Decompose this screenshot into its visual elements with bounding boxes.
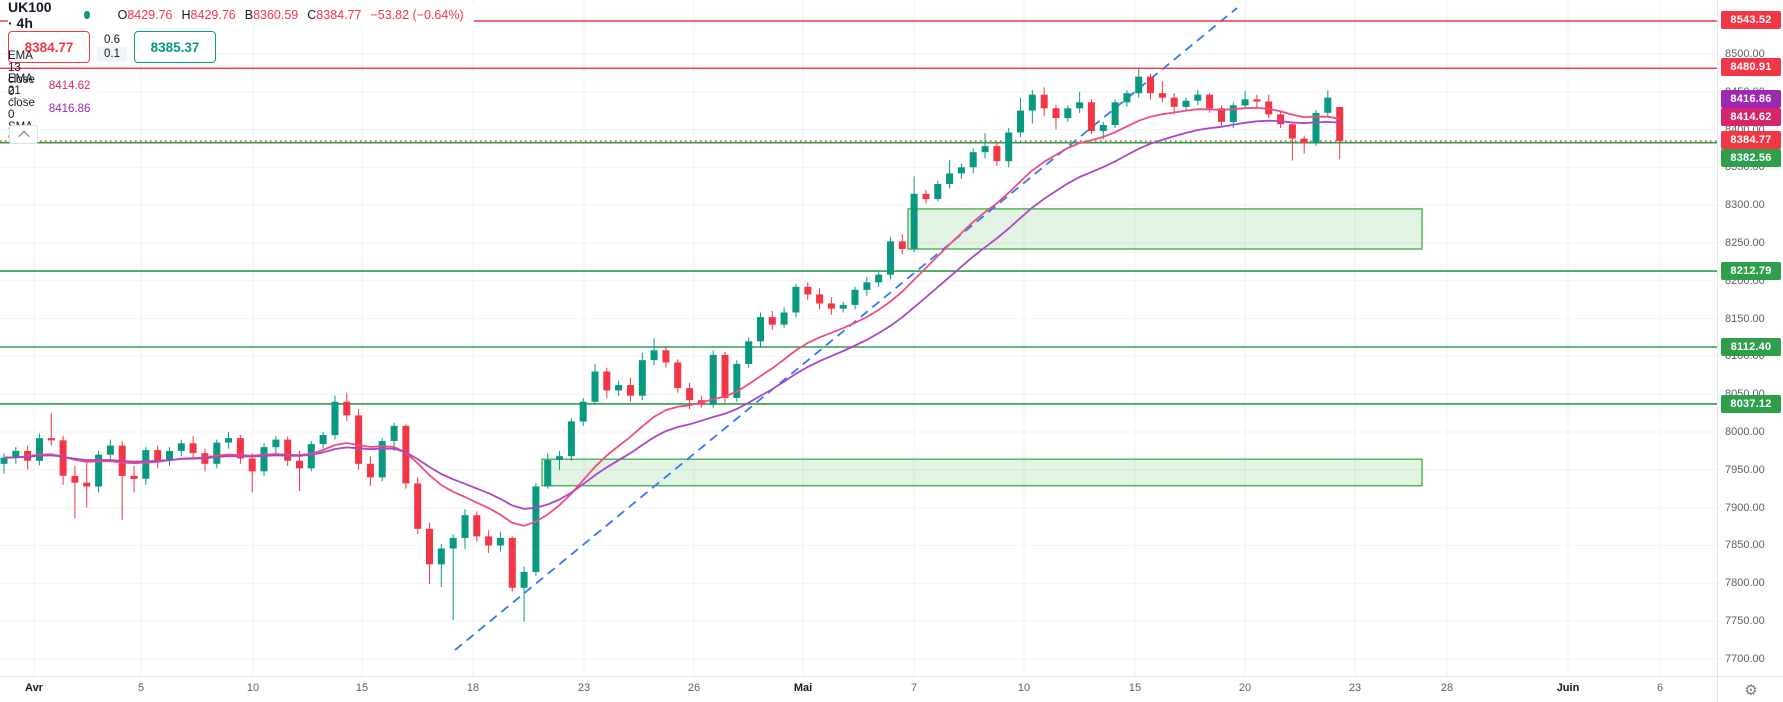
price-tick-label: 7700.00 [1725,652,1765,665]
legend-collapse-button[interactable] [9,125,38,144]
price-level-label: 8037.12 [1721,395,1781,413]
time-tick-label: 10 [246,682,260,694]
price-level-label: 8212.79 [1721,262,1781,280]
price-level-label: 8384.77 [1721,131,1781,149]
price-level-label: 8480.91 [1721,58,1781,76]
spread-value-top: 0.6 [104,33,120,46]
time-tick-label: 26 [687,682,701,694]
price-tick-label: 7750.00 [1725,615,1765,628]
spread-column: 0.6 0.1 [95,33,129,62]
time-tick-label: 15 [355,682,369,694]
symbol-title[interactable]: UK100 · 4h [8,0,52,31]
time-axis[interactable]: Avr 5 10 15 18 23 26 Mai 7 10 15 20 23 28 Juin 6 [0,676,1717,702]
time-tick-label: 7 [910,682,918,694]
symbol-row: UK100 · 4h O8429.76 H8429.76 B8360.59 C8… [8,0,474,31]
time-tick-label: 23 [577,682,591,694]
quote-panel: 8384.77 0.6 0.1 8385.37 [8,30,216,64]
ohlc-open: O8429.76 [117,8,173,22]
time-tick-label: 15 [1128,682,1142,694]
chart-canvas[interactable] [0,0,1717,676]
buy-ask-button[interactable]: 8385.37 [134,31,216,63]
chart-region[interactable]: UK100 · 4h O8429.76 H8429.76 B8360.59 C8… [0,0,1717,676]
ohlc-high: H8429.76 [181,8,236,22]
price-tick-label: 8500.00 [1725,47,1765,60]
price-tick-label: 8000.00 [1725,426,1765,438]
indicator-row-ema21[interactable]: EMA 21 close 0 SMA 9 8416.86 [8,73,99,145]
time-tick-label: 18 [466,682,480,694]
market-status-dot-icon [84,11,90,19]
price-tick-label: 7950.00 [1725,463,1765,476]
price-level-label: 8112.40 [1721,338,1781,356]
price-level-label: 8414.62 [1721,108,1781,126]
time-tick-label: 28 [1440,682,1454,694]
price-tick-label: 8250.00 [1725,236,1765,249]
spread-value-bottom: 0.1 [97,46,127,62]
time-tick-label: 23 [1348,682,1362,694]
price-level-label: 8416.86 [1721,90,1781,108]
price-tick-label: 8150.00 [1725,312,1765,325]
price-tick-label: 7850.00 [1725,539,1765,552]
time-tick-label: 6 [1656,682,1664,694]
indicator-value: 8414.62 [48,80,91,92]
time-tick-label: 20 [1238,682,1252,694]
price-level-label: 8543.52 [1721,11,1781,29]
time-tick-month-label: Juin [1556,682,1580,694]
price-level-label: 8382.56 [1721,149,1781,167]
chevron-up-icon [17,130,30,142]
price-tick-label: 7900.00 [1725,501,1765,514]
ohlc-low: B8360.59 [244,8,299,22]
axis-corner: ⚙ [1717,676,1783,702]
gear-icon[interactable]: ⚙ [1744,681,1758,699]
price-tick-label: 8300.00 [1725,199,1765,212]
time-tick-label: 10 [1017,682,1031,694]
ohlc-change: −53.82 (−0.64%) [370,8,464,22]
price-tick-label: 7800.00 [1725,577,1765,590]
price-axis[interactable]: 7700.00 7750.00 7800.00 7850.00 7900.00 7950.… [1717,0,1783,676]
time-tick-month-label: Mai [793,682,813,694]
sell-bid-button[interactable]: 8384.77 [8,31,90,63]
time-tick-label: 5 [137,682,145,694]
time-tick-month-label: Avr [25,682,43,694]
ohlc-close: C8384.77 [307,8,362,22]
indicator-value: 8416.86 [48,103,91,115]
